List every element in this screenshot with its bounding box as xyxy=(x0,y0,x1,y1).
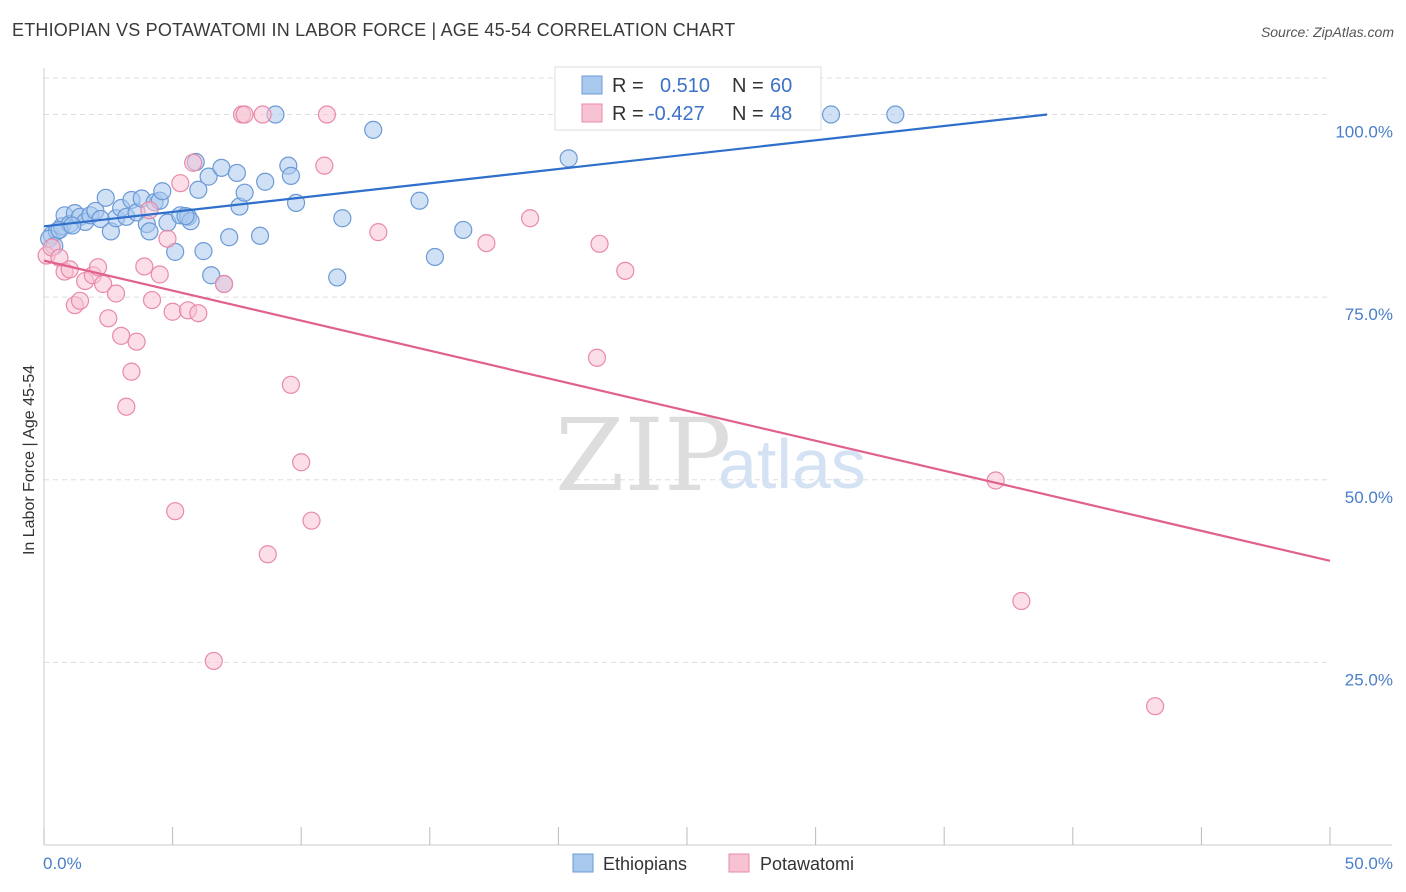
point-ethiopians-22 xyxy=(153,182,172,201)
legend-label-potawatomi: Potawatomi xyxy=(760,854,854,874)
source-credit: Source: ZipAtlas.com xyxy=(1260,24,1394,40)
point-potawatomi-13 xyxy=(112,326,131,345)
point-ethiopians-45 xyxy=(328,268,347,287)
legend-label-ethiopians: Ethiopians xyxy=(603,854,687,874)
y-axis-label: In Labor Force | Age 45-54 xyxy=(21,365,38,555)
point-ethiopians-29 xyxy=(189,180,208,199)
point-ethiopians-57 xyxy=(63,216,82,235)
point-ethiopians-43 xyxy=(281,166,301,185)
legend: Ethiopians Potawatomi xyxy=(572,853,854,874)
point-potawatomi-23 xyxy=(166,502,185,521)
point-potawatomi-38 xyxy=(317,105,337,124)
point-potawatomi-29 xyxy=(214,274,234,294)
stats-ethiopians-r-label: R = xyxy=(612,75,644,97)
point-ethiopians-38 xyxy=(235,183,254,202)
stats-ethiopians-n-value: 60 xyxy=(770,75,792,97)
legend-swatch-potawatomi xyxy=(728,853,750,873)
point-potawatomi-20 xyxy=(150,265,169,284)
point-ethiopians-51 xyxy=(559,149,578,168)
point-potawatomi-43 xyxy=(590,234,609,253)
trend-line-potawatomi xyxy=(43,259,1331,562)
stats-swatch-potawatomi xyxy=(581,103,603,123)
point-ethiopians-31 xyxy=(199,167,218,186)
point-potawatomi-26 xyxy=(184,153,203,172)
watermark-zip-text: ZIP xyxy=(555,397,731,514)
point-ethiopians-52 xyxy=(821,105,841,124)
point-potawatomi-46 xyxy=(1012,591,1031,611)
point-potawatomi-22 xyxy=(163,302,182,321)
point-ethiopians-46 xyxy=(333,209,352,228)
y-tick-label-3: 100.0% xyxy=(1335,123,1393,142)
point-ethiopians-50 xyxy=(454,220,473,240)
point-potawatomi-27 xyxy=(189,304,208,323)
legend-swatch-ethiopians xyxy=(572,853,594,873)
data-points xyxy=(37,105,1165,716)
point-ethiopians-39 xyxy=(250,226,270,245)
point-ethiopians-35 xyxy=(220,228,239,247)
point-ethiopians-53 xyxy=(886,105,905,124)
chart-title: ETHIOPIAN VS POTAWATOMI IN LABOR FORCE |… xyxy=(12,20,736,40)
point-potawatomi-24 xyxy=(171,174,190,193)
point-ethiopians-48 xyxy=(410,191,429,210)
point-potawatomi-4 xyxy=(60,260,79,279)
point-ethiopians-32 xyxy=(202,266,221,285)
point-potawatomi-41 xyxy=(521,209,540,228)
point-potawatomi-40 xyxy=(477,233,496,253)
point-ethiopians-36 xyxy=(227,163,246,183)
stats-potawatomi-n-value: 48 xyxy=(770,103,792,125)
point-ethiopians-49 xyxy=(425,247,445,267)
point-potawatomi-15 xyxy=(122,362,141,381)
point-potawatomi-12 xyxy=(106,284,126,303)
point-potawatomi-42 xyxy=(587,348,607,367)
tick-labels: 25.0% 50.0% 75.0% 100.0% 0.0% 50.0% xyxy=(43,123,1393,873)
point-ethiopians-40 xyxy=(256,172,275,191)
point-potawatomi-32 xyxy=(253,105,272,124)
point-ethiopians-33 xyxy=(212,158,231,177)
point-potawatomi-31 xyxy=(235,105,254,124)
point-potawatomi-35 xyxy=(292,453,311,472)
stats-ethiopians-r-value: 0.510 xyxy=(660,75,710,97)
stats-box: R = 0.510 N = 60 R = -0.427 N = 48 xyxy=(554,66,822,131)
y-tick-label-2: 75.0% xyxy=(1345,305,1393,324)
point-potawatomi-37 xyxy=(315,156,334,175)
watermark: ZIP atlas xyxy=(555,397,866,514)
stats-potawatomi-n-label: N = xyxy=(732,103,764,125)
point-ethiopians-19 xyxy=(140,222,159,241)
x-tick-label-0: 0.0% xyxy=(43,854,82,873)
point-potawatomi-39 xyxy=(369,223,388,242)
trend-lines xyxy=(43,113,1331,562)
point-ethiopians-47 xyxy=(364,120,383,139)
watermark-atlas-text: atlas xyxy=(718,425,866,503)
point-potawatomi-44 xyxy=(616,261,635,280)
point-potawatomi-33 xyxy=(258,545,277,564)
point-potawatomi-36 xyxy=(302,511,321,530)
point-ethiopians-10 xyxy=(96,188,115,207)
axes xyxy=(43,68,1392,846)
point-potawatomi-21 xyxy=(158,229,177,248)
point-potawatomi-16 xyxy=(127,332,146,351)
x-tick-label-1: 50.0% xyxy=(1345,854,1393,873)
point-potawatomi-11 xyxy=(99,309,118,328)
point-potawatomi-47 xyxy=(1146,697,1165,716)
point-potawatomi-14 xyxy=(117,397,136,416)
stats-swatch-ethiopians xyxy=(581,75,603,95)
point-potawatomi-19 xyxy=(142,290,162,310)
y-tick-label-0: 25.0% xyxy=(1345,670,1393,689)
trend-line-ethiopians xyxy=(43,113,1048,228)
legend-item-potawatomi[interactable]: Potawatomi xyxy=(728,853,854,874)
point-potawatomi-6 xyxy=(70,291,90,310)
stats-potawatomi-r-value: -0.427 xyxy=(648,103,705,125)
y-tick-label-1: 50.0% xyxy=(1345,488,1393,507)
stats-ethiopians-n-label: N = xyxy=(732,75,764,97)
point-potawatomi-28 xyxy=(204,651,223,671)
stats-potawatomi-r-label: R = xyxy=(612,103,644,125)
point-potawatomi-17 xyxy=(135,257,154,276)
point-potawatomi-34 xyxy=(281,375,301,394)
legend-item-ethiopians[interactable]: Ethiopians xyxy=(572,853,687,874)
point-ethiopians-30 xyxy=(194,242,213,261)
